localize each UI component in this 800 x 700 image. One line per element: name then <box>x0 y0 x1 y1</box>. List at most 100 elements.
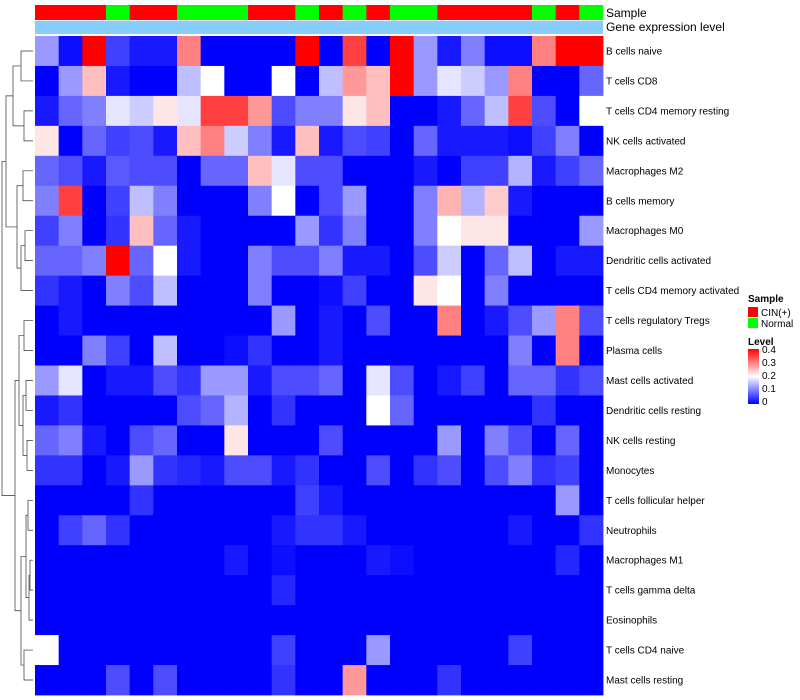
heatmap-cell <box>248 65 273 97</box>
heatmap-cell <box>579 365 604 396</box>
heatmap-cell <box>555 455 580 486</box>
heatmap-cell <box>342 245 367 277</box>
heatmap-cell <box>106 545 131 576</box>
heatmap-cell <box>153 155 178 187</box>
heatmap-cell <box>153 335 178 366</box>
heatmap-cell <box>390 365 415 396</box>
heatmap-cell <box>295 665 320 696</box>
heatmap-cell <box>319 425 344 456</box>
heatmap-cell <box>129 65 154 97</box>
heatmap-cell <box>342 335 367 366</box>
heatmap-cell <box>295 425 320 456</box>
heatmap-cell <box>271 125 296 157</box>
heatmap-cell <box>413 425 438 456</box>
heatmap-cell <box>342 575 367 606</box>
heatmap-cell <box>248 575 273 606</box>
heatmap-cell <box>532 485 557 516</box>
heatmap-cell <box>58 185 83 217</box>
dendrogram-branch <box>1 161 15 496</box>
heatmap-cell <box>461 305 486 336</box>
heatmap-cell <box>200 65 225 97</box>
heatmap-cell <box>224 65 249 97</box>
heatmap-cell <box>532 305 557 336</box>
heatmap-cell <box>82 36 107 67</box>
heatmap-cell <box>129 155 154 187</box>
heatmap-cell <box>153 95 178 127</box>
heatmap-cell <box>177 575 202 606</box>
heatmap-cell <box>342 425 367 456</box>
row-label: Macrophages M2 <box>606 166 684 177</box>
row-label: Eosinophils <box>606 616 657 627</box>
heatmap-cell <box>437 545 462 576</box>
heatmap-cell <box>461 545 486 576</box>
heatmap-cell <box>106 335 131 366</box>
heatmap-cell <box>390 485 415 516</box>
heatmap-cell <box>413 305 438 336</box>
heatmap-cell <box>295 155 320 187</box>
heatmap-cell <box>366 365 391 396</box>
heatmap-cell <box>319 65 344 97</box>
heatmap-cell <box>555 185 580 217</box>
heatmap-cell <box>366 95 391 127</box>
heatmap-cell <box>437 245 462 277</box>
heatmap-cell <box>579 665 604 696</box>
heatmap-cell <box>295 515 320 546</box>
heatmap-cell <box>532 665 557 696</box>
heatmap-cell <box>484 65 509 97</box>
heatmap-cell <box>555 155 580 187</box>
heatmap-cell <box>319 245 344 277</box>
heatmap-cell <box>319 395 344 426</box>
row-label: B cells naive <box>606 46 663 57</box>
heatmap-cell <box>437 455 462 486</box>
heatmap-cell <box>129 36 154 67</box>
heatmap-cell <box>532 65 557 97</box>
heatmap-cell <box>177 275 202 306</box>
row-label: T cells CD4 naive <box>606 646 685 657</box>
heatmap-cell <box>200 125 225 157</box>
heatmap-cell <box>342 545 367 576</box>
heatmap-cell <box>508 545 533 576</box>
heatmap-cell <box>153 665 178 696</box>
heatmap-cell <box>35 125 60 157</box>
legend-level-tick-0: 0.4 <box>762 345 776 356</box>
heatmap-cell <box>248 36 273 67</box>
heatmap-cell <box>484 545 509 576</box>
heatmap-cell <box>271 635 296 666</box>
annotation-bars <box>35 5 604 34</box>
heatmap-cell <box>106 185 131 217</box>
heatmap-cell <box>106 575 131 606</box>
heatmap-cell <box>579 575 604 606</box>
row-label: Macrophages M0 <box>606 226 684 237</box>
heatmap-cell <box>200 305 225 336</box>
heatmap-cell <box>153 635 178 666</box>
heatmap-cell <box>461 275 486 306</box>
heatmap-cell <box>224 215 249 247</box>
heatmap-cell <box>153 36 178 67</box>
heatmap-cell <box>437 275 462 306</box>
heatmap-cell <box>437 425 462 456</box>
heatmap-cell <box>295 335 320 366</box>
heatmap-cell <box>366 485 391 516</box>
heatmap-cell <box>342 215 367 247</box>
heatmap-cell <box>153 305 178 336</box>
heatmap-cell <box>82 185 107 217</box>
heatmap-cell <box>390 605 415 636</box>
heatmap-cell <box>153 125 178 157</box>
heatmap-cell <box>200 455 225 486</box>
heatmap-cell <box>437 305 462 336</box>
heatmap-cell <box>129 665 154 696</box>
heatmap-cell <box>177 485 202 516</box>
heatmap-cell <box>129 275 154 306</box>
heatmap-cell <box>224 455 249 486</box>
heatmap-cell <box>532 395 557 426</box>
heatmap-cell <box>35 215 60 247</box>
heatmap-cell <box>82 65 107 97</box>
heatmap-cell <box>224 635 249 666</box>
heatmap-cell <box>295 36 320 67</box>
heatmap-cell <box>129 605 154 636</box>
sample-annotation-cell <box>437 5 462 20</box>
legend-level-tick-1: 0.3 <box>762 358 776 369</box>
heatmap-cell <box>271 36 296 67</box>
annotation-label-gene-expression: Gene expression level <box>606 20 725 34</box>
heatmap-cell <box>461 185 486 217</box>
